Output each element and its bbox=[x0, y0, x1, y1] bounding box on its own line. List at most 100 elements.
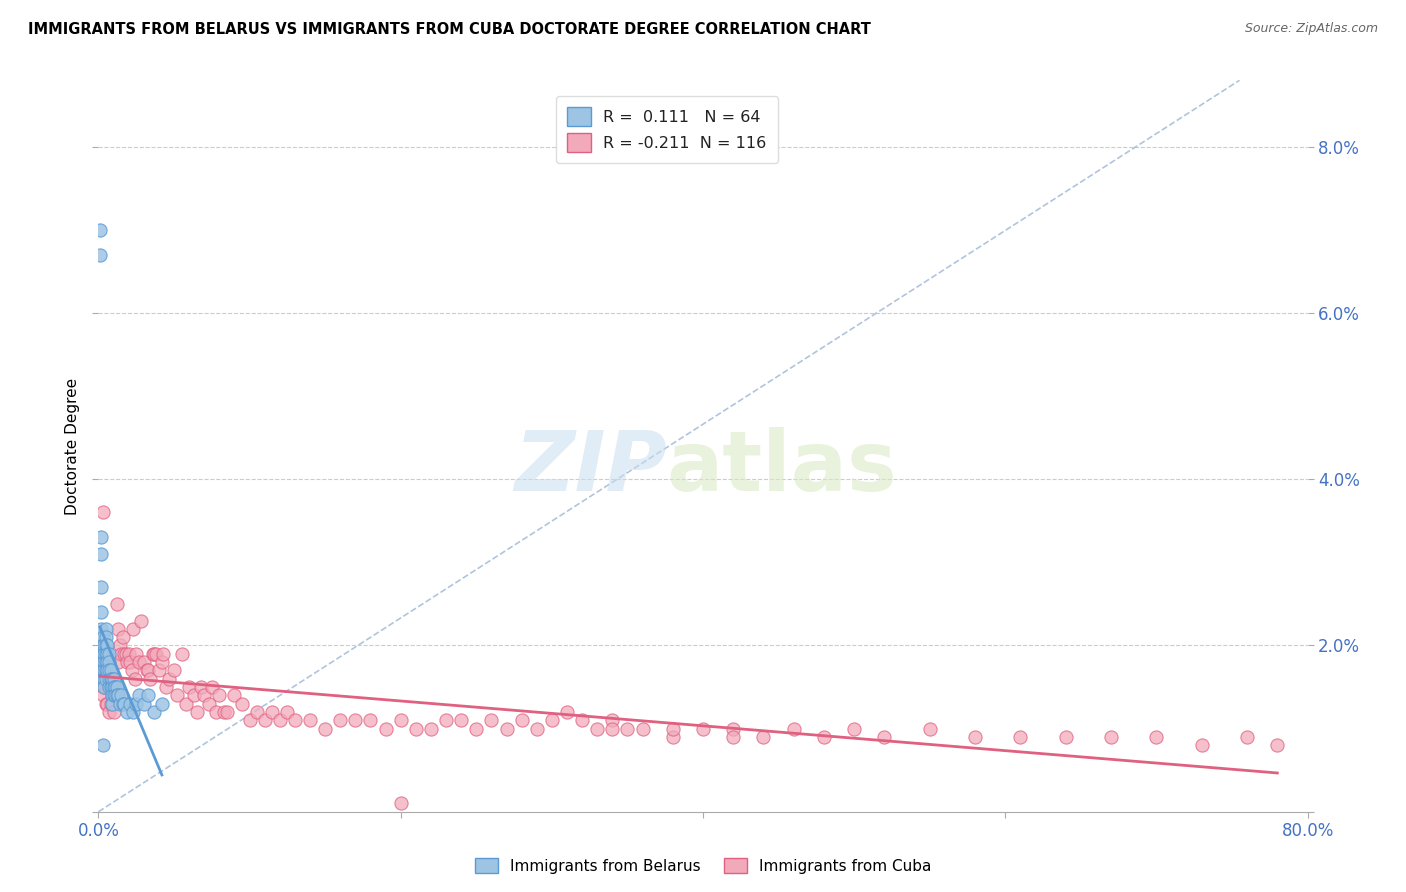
Point bbox=[193, 689, 215, 703]
Point bbox=[389, 714, 412, 728]
Point bbox=[90, 647, 112, 661]
Point bbox=[101, 672, 124, 686]
Point bbox=[118, 647, 141, 661]
Point bbox=[465, 722, 488, 736]
Point bbox=[103, 680, 125, 694]
Point bbox=[152, 647, 174, 661]
Point bbox=[103, 680, 125, 694]
Point bbox=[586, 722, 609, 736]
Point bbox=[299, 714, 322, 728]
Point bbox=[94, 639, 117, 653]
Point bbox=[145, 647, 167, 661]
Point bbox=[90, 605, 112, 619]
Point bbox=[495, 722, 517, 736]
Point bbox=[94, 664, 117, 678]
Point bbox=[107, 622, 129, 636]
Point bbox=[125, 647, 148, 661]
Point bbox=[276, 705, 298, 719]
Point bbox=[107, 689, 129, 703]
Text: IMMIGRANTS FROM BELARUS VS IMMIGRANTS FROM CUBA DOCTORATE DEGREE CORRELATION CHA: IMMIGRANTS FROM BELARUS VS IMMIGRANTS FR… bbox=[28, 22, 870, 37]
Point bbox=[129, 614, 152, 628]
Point bbox=[143, 705, 166, 719]
Text: atlas: atlas bbox=[666, 427, 897, 508]
Point bbox=[93, 639, 115, 653]
Point bbox=[389, 797, 412, 811]
Point bbox=[89, 639, 111, 653]
Point bbox=[100, 664, 122, 678]
Point bbox=[93, 680, 115, 694]
Point bbox=[93, 647, 115, 661]
Point bbox=[100, 680, 122, 694]
Point bbox=[115, 655, 138, 669]
Point bbox=[155, 680, 177, 694]
Point bbox=[150, 655, 173, 669]
Point bbox=[965, 730, 987, 744]
Point bbox=[98, 655, 121, 669]
Point bbox=[107, 655, 129, 669]
Point bbox=[96, 655, 118, 669]
Point bbox=[170, 647, 193, 661]
Point bbox=[1267, 738, 1289, 752]
Point bbox=[246, 705, 269, 719]
Point bbox=[159, 672, 181, 686]
Point bbox=[104, 689, 127, 703]
Point bbox=[94, 672, 117, 686]
Point bbox=[114, 647, 136, 661]
Point bbox=[174, 697, 197, 711]
Point bbox=[1144, 730, 1167, 744]
Point bbox=[723, 722, 745, 736]
Point bbox=[98, 705, 121, 719]
Point bbox=[1236, 730, 1258, 744]
Point bbox=[111, 630, 134, 644]
Point bbox=[103, 705, 125, 719]
Point bbox=[90, 530, 112, 544]
Point bbox=[374, 722, 396, 736]
Point bbox=[239, 714, 262, 728]
Point bbox=[602, 714, 624, 728]
Point bbox=[112, 647, 135, 661]
Point bbox=[98, 647, 121, 661]
Point bbox=[215, 705, 238, 719]
Point bbox=[91, 630, 114, 644]
Point bbox=[108, 697, 131, 711]
Point bbox=[101, 689, 124, 703]
Point bbox=[148, 664, 170, 678]
Point bbox=[179, 680, 201, 694]
Text: Source: ZipAtlas.com: Source: ZipAtlas.com bbox=[1244, 22, 1378, 36]
Point bbox=[360, 714, 382, 728]
Point bbox=[93, 655, 115, 669]
Point bbox=[94, 630, 117, 644]
Point bbox=[136, 689, 159, 703]
Point bbox=[91, 664, 114, 678]
Point bbox=[269, 714, 291, 728]
Point bbox=[510, 714, 533, 728]
Point bbox=[616, 722, 638, 736]
Point bbox=[100, 672, 122, 686]
Point bbox=[91, 655, 114, 669]
Point bbox=[571, 714, 593, 728]
Legend: R =  0.111   N = 64, R = -0.211  N = 116: R = 0.111 N = 64, R = -0.211 N = 116 bbox=[555, 95, 778, 163]
Point bbox=[125, 697, 148, 711]
Point bbox=[96, 647, 118, 661]
Point bbox=[844, 722, 866, 736]
Point bbox=[139, 672, 162, 686]
Point bbox=[90, 580, 112, 594]
Point bbox=[96, 697, 118, 711]
Point bbox=[94, 655, 117, 669]
Point bbox=[1099, 730, 1122, 744]
Point bbox=[89, 223, 111, 237]
Point bbox=[1010, 730, 1032, 744]
Point bbox=[91, 647, 114, 661]
Point bbox=[98, 664, 121, 678]
Point bbox=[115, 705, 138, 719]
Point bbox=[94, 622, 117, 636]
Point bbox=[163, 664, 186, 678]
Point bbox=[150, 697, 173, 711]
Point bbox=[208, 689, 231, 703]
Point bbox=[201, 680, 224, 694]
Point bbox=[105, 689, 128, 703]
Point bbox=[128, 689, 150, 703]
Point bbox=[110, 689, 132, 703]
Point bbox=[108, 639, 131, 653]
Point bbox=[94, 647, 117, 661]
